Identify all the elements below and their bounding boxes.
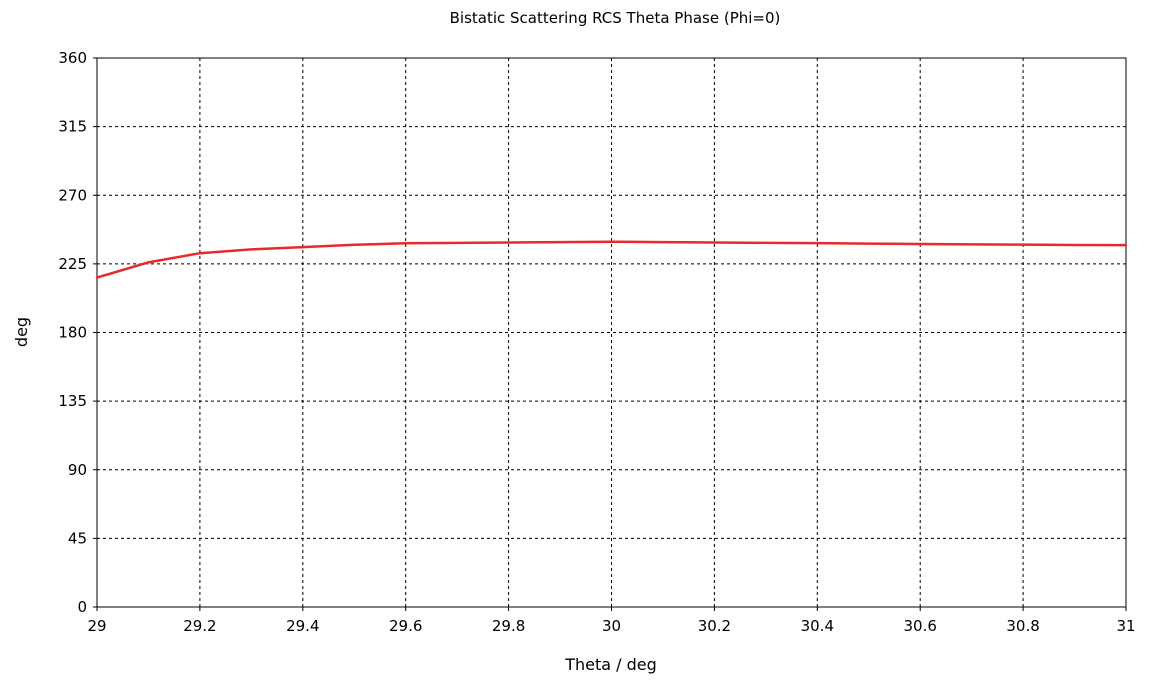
- y-tick-label: 90: [68, 461, 87, 479]
- grid: [97, 58, 1126, 607]
- plot-area-frame: [96, 57, 1127, 608]
- x-tick-label: 29.4: [286, 617, 319, 635]
- x-tick-label: 31: [1116, 617, 1135, 635]
- y-tick-label: 270: [58, 186, 87, 204]
- x-tick-label: 29.8: [492, 617, 525, 635]
- series-layer: [95, 240, 1128, 279]
- y-tick-label: 225: [58, 255, 87, 273]
- y-tick-label: 135: [58, 392, 87, 410]
- y-axis-title: deg: [12, 317, 31, 347]
- x-tick-label: 30.2: [698, 617, 731, 635]
- x-tick-label: 30.8: [1006, 617, 1039, 635]
- x-tick-label: 29.2: [183, 617, 216, 635]
- chart-title: Bistatic Scattering RCS Theta Phase (Phi…: [450, 9, 781, 27]
- x-tick-label: 29: [87, 617, 106, 635]
- axis-ticks: 29 29.2 29.4 29.6 29.8 30 30.2 30.4 30.6 30.8 31 0 4…: [58, 49, 1135, 635]
- y-tick-label: 0: [77, 598, 87, 616]
- x-tick-label: 30.6: [903, 617, 936, 635]
- y-tick-label: 360: [58, 49, 87, 67]
- y-tick-label: 180: [58, 324, 87, 342]
- x-tick-label: 30: [602, 617, 621, 635]
- y-tick-label: 45: [68, 529, 87, 547]
- x-tick-label: 29.6: [389, 617, 422, 635]
- x-tick-label: 30.4: [801, 617, 834, 635]
- y-tick-label: 315: [58, 118, 87, 136]
- series-line: [95, 240, 1128, 279]
- x-axis-title: Theta / deg: [564, 655, 657, 674]
